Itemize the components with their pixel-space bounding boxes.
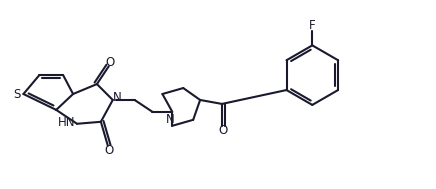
Text: O: O — [105, 56, 114, 69]
Text: HN: HN — [58, 116, 76, 129]
Text: F: F — [309, 19, 316, 32]
Text: S: S — [13, 88, 20, 101]
Text: N: N — [166, 113, 175, 126]
Text: N: N — [113, 91, 122, 105]
Text: O: O — [104, 144, 113, 157]
Text: O: O — [218, 124, 228, 137]
